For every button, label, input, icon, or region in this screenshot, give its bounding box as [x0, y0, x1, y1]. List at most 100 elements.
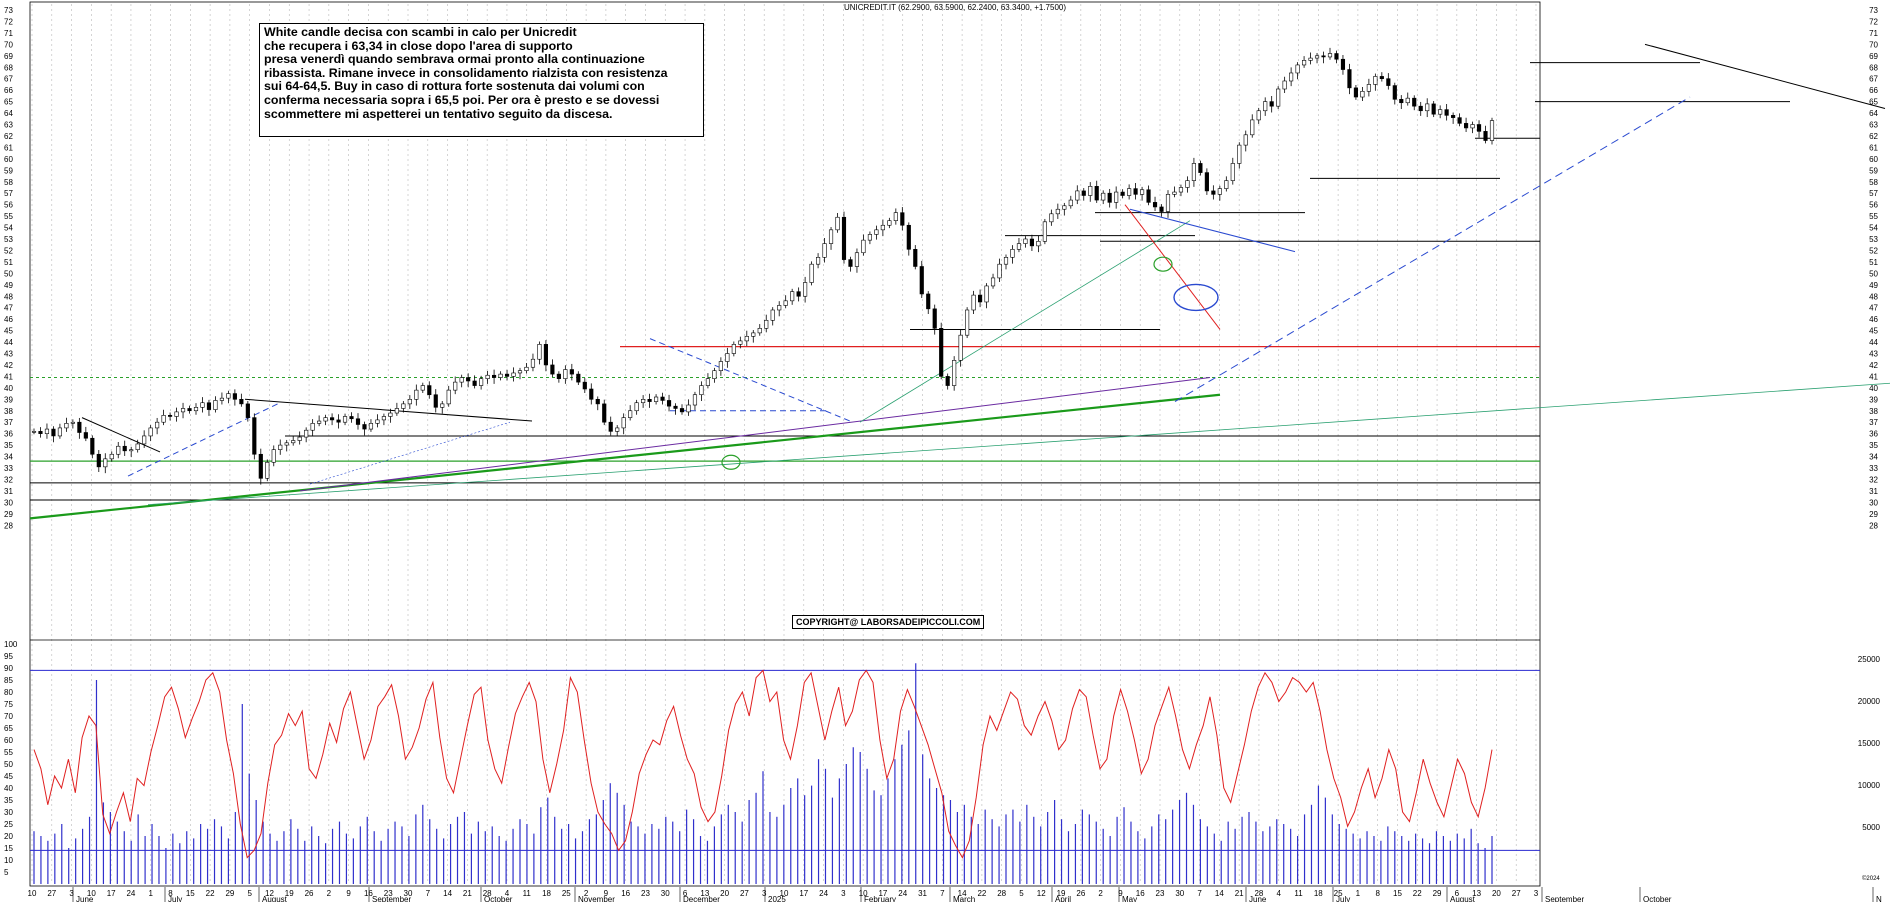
candle-body	[504, 373, 510, 377]
x-tick-label: 20	[720, 889, 729, 898]
x-tick-label: 29	[225, 889, 234, 898]
candle-body	[1250, 119, 1255, 136]
x-tick-label: 10	[859, 889, 868, 898]
y-tick-left: 41	[4, 372, 13, 381]
candle-body	[1476, 124, 1482, 132]
x-tick-label: 28	[1254, 889, 1263, 898]
candle-body	[1360, 90, 1365, 98]
month-label: March	[953, 895, 975, 902]
candle-body	[323, 417, 328, 422]
candle-body	[751, 332, 756, 337]
candle-body	[1366, 84, 1371, 92]
y-tick-left: 48	[4, 292, 13, 301]
y-tick-right: 34	[1869, 453, 1878, 462]
candle-body	[666, 400, 672, 407]
candle-body	[641, 398, 646, 404]
x-tick-label: 15	[186, 889, 195, 898]
candle-body	[835, 216, 840, 231]
candle-body	[401, 403, 406, 409]
candle-body	[887, 220, 892, 226]
candle-body	[129, 449, 134, 452]
osc-tick-left: 45	[4, 772, 13, 781]
candle-body	[1470, 124, 1475, 129]
x-tick-label: 17	[799, 889, 808, 898]
y-tick-left: 39	[4, 395, 13, 404]
osc-tick-left: 35	[4, 796, 13, 805]
candle-body	[1101, 192, 1106, 201]
x-tick-label: 7	[940, 889, 945, 898]
candle-body	[524, 366, 529, 371]
y-tick-left: 72	[4, 17, 13, 26]
y-tick-right: 49	[1869, 281, 1878, 290]
month-label: 2025	[768, 895, 786, 902]
candle-body	[861, 239, 866, 254]
y-tick-left: 44	[4, 338, 13, 347]
candle-body	[543, 344, 548, 366]
candle-body	[284, 442, 289, 446]
osc-tick-left: 70	[4, 712, 13, 721]
y-tick-right: 45	[1869, 327, 1878, 336]
osc-tick-left: 65	[4, 724, 13, 733]
candle-body	[816, 257, 821, 265]
y-tick-right: 72	[1869, 17, 1878, 26]
x-tick-label: 10	[28, 889, 37, 898]
x-tick-label: 29	[1433, 889, 1442, 898]
y-tick-right: 46	[1869, 315, 1878, 324]
y-tick-right: 71	[1869, 29, 1878, 38]
y-tick-left: 63	[4, 121, 13, 130]
y-tick-left: 36	[4, 430, 13, 439]
y-tick-left: 42	[4, 361, 13, 370]
y-tick-left: 49	[4, 281, 13, 290]
candle-body	[1081, 190, 1086, 196]
candle-body	[654, 396, 659, 402]
y-tick-left: 31	[4, 487, 13, 496]
candle-body	[952, 360, 957, 386]
candle-body	[485, 374, 490, 379]
candle-body	[278, 444, 283, 450]
candle-body	[1457, 117, 1462, 124]
candle-body	[1379, 76, 1384, 80]
candle-body	[958, 334, 963, 361]
candle-body	[1023, 238, 1028, 244]
y-tick-left: 47	[4, 304, 13, 313]
osc-tick-left: 15	[4, 844, 13, 853]
plot-border	[29, 1, 1541, 887]
trend-blue-dash-long	[1174, 96, 1691, 403]
month-label: August	[1450, 895, 1476, 902]
candle-body	[757, 328, 762, 334]
x-tick-label: 18	[542, 889, 551, 898]
candle-body	[854, 252, 860, 267]
y-tick-left: 66	[4, 86, 13, 95]
y-tick-left: 38	[4, 407, 13, 416]
candle-body	[64, 423, 69, 429]
candle-body	[679, 408, 685, 413]
candle-body	[1016, 243, 1022, 250]
x-tick-label: 12	[1037, 889, 1046, 898]
candle-body	[939, 328, 944, 377]
candle-body	[900, 212, 905, 226]
candle-body	[1036, 240, 1041, 247]
x-tick-label: 20	[1492, 889, 1501, 898]
y-tick-left: 35	[4, 441, 13, 450]
x-tick-label: 17	[107, 889, 116, 898]
candle-body	[1107, 192, 1112, 203]
candle-body	[537, 344, 542, 360]
y-tick-left: 43	[4, 350, 13, 359]
copyright-label: COPYRIGHT@ LABORSADEIPICCOLI.COM	[792, 615, 985, 629]
candle-body	[446, 389, 451, 405]
y-tick-right: 28	[1869, 521, 1878, 530]
x-tick-label: 30	[661, 889, 670, 898]
candle-body	[822, 243, 827, 258]
candle-body	[187, 408, 192, 412]
candle-body	[621, 417, 626, 429]
volume-tick-right: 5000	[1862, 823, 1880, 832]
x-tick-label: 23	[641, 889, 650, 898]
note-line: presa venerdì quando sembrava ormai pron…	[264, 52, 645, 67]
candle-body	[1295, 64, 1300, 74]
note-line: conferma necessaria sopra i 65,5 poi. Pe…	[264, 92, 660, 107]
candle-body	[83, 432, 88, 439]
y-tick-left: 33	[4, 464, 13, 473]
candle-body	[1165, 194, 1171, 212]
x-tick-label: 24	[898, 889, 907, 898]
candle-body	[239, 398, 244, 405]
